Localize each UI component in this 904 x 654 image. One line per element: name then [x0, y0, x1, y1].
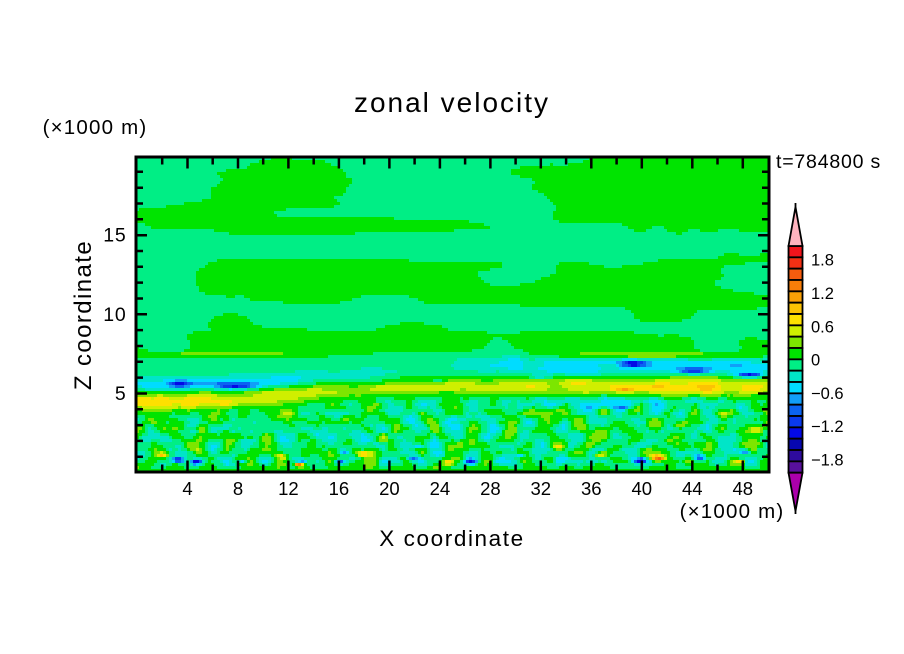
svg-text:12: 12 [278, 478, 299, 499]
svg-text:28: 28 [480, 478, 501, 499]
svg-text:(×1000 m): (×1000 m) [43, 116, 148, 139]
svg-text:24: 24 [430, 478, 451, 499]
svg-text:0: 0 [811, 352, 820, 370]
svg-text:40: 40 [632, 478, 653, 499]
svg-text:16: 16 [329, 478, 350, 499]
svg-text:−0.6: −0.6 [811, 385, 844, 403]
svg-text:20: 20 [379, 478, 400, 499]
svg-text:44: 44 [682, 478, 703, 499]
svg-text:48: 48 [733, 478, 754, 499]
svg-text:5: 5 [115, 383, 127, 405]
svg-text:15: 15 [103, 225, 126, 247]
svg-text:32: 32 [531, 478, 552, 499]
svg-text:Z coordinate: Z coordinate [70, 240, 97, 390]
svg-text:10: 10 [103, 304, 126, 326]
svg-text:8: 8 [233, 478, 243, 499]
svg-text:(×1000 m): (×1000 m) [680, 500, 785, 523]
svg-text:4: 4 [182, 478, 192, 499]
svg-text:−1.8: −1.8 [811, 452, 844, 470]
svg-text:zonal velocity: zonal velocity [354, 87, 550, 118]
svg-text:t=784800 s: t=784800 s [776, 151, 881, 173]
svg-text:0.6: 0.6 [811, 318, 834, 336]
svg-text:1.2: 1.2 [811, 285, 834, 303]
svg-text:36: 36 [581, 478, 602, 499]
svg-text:−1.2: −1.2 [811, 418, 844, 436]
svg-text:1.8: 1.8 [811, 252, 834, 270]
svg-text:X coordinate: X coordinate [379, 526, 525, 551]
